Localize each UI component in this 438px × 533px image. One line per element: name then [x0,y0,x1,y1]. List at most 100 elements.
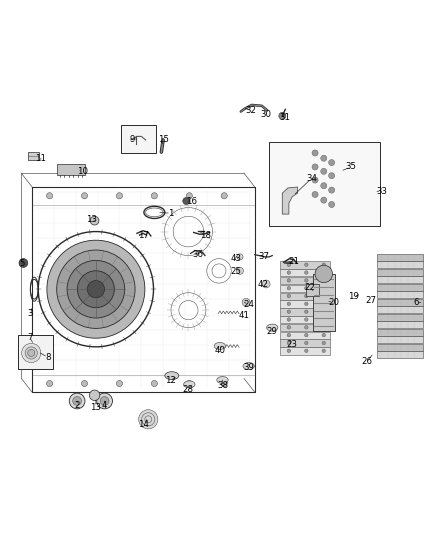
Bar [377,254,423,261]
FancyBboxPatch shape [121,125,156,154]
Circle shape [322,286,325,290]
Text: 28: 28 [182,385,193,394]
Text: 25: 25 [230,267,241,276]
Bar [377,351,423,358]
Circle shape [287,286,290,290]
Text: 26: 26 [361,357,372,366]
Circle shape [237,254,243,260]
Circle shape [312,191,318,198]
Circle shape [81,193,88,199]
Bar [377,261,423,269]
Bar [377,276,423,284]
Text: 6: 6 [413,298,419,307]
Bar [377,344,423,351]
Circle shape [322,271,325,274]
Text: 37: 37 [258,253,269,261]
Text: 9: 9 [130,134,135,143]
Text: 41: 41 [239,311,250,320]
FancyBboxPatch shape [269,142,380,227]
Text: 5: 5 [19,259,25,268]
Circle shape [304,271,308,274]
Bar [306,284,319,296]
Circle shape [97,393,113,409]
Text: 38: 38 [217,381,228,390]
Circle shape [328,201,335,207]
Text: 31: 31 [280,112,291,122]
Circle shape [186,193,192,199]
Circle shape [304,318,308,321]
Text: 8: 8 [45,353,51,362]
Circle shape [312,177,318,183]
Circle shape [87,280,105,298]
Circle shape [287,326,290,329]
Text: 21: 21 [289,257,300,266]
Circle shape [322,310,325,313]
Circle shape [151,381,157,386]
Text: 13: 13 [86,215,97,224]
Circle shape [304,310,308,313]
Circle shape [287,334,290,337]
Circle shape [287,349,290,352]
Text: 1: 1 [168,209,174,218]
Circle shape [28,350,35,357]
Bar [57,164,85,175]
Circle shape [287,302,290,305]
Circle shape [46,193,53,199]
Circle shape [304,286,308,290]
Text: 34: 34 [306,174,317,183]
Text: 29: 29 [267,327,278,336]
Bar [280,332,330,339]
Text: 40: 40 [214,346,226,355]
Text: 10: 10 [77,167,88,176]
Bar [377,314,423,321]
Bar [280,261,330,269]
Circle shape [142,413,155,426]
Circle shape [304,294,308,298]
Bar [377,329,423,336]
Circle shape [322,294,325,298]
Circle shape [322,349,325,352]
Circle shape [221,381,227,386]
Circle shape [262,280,270,288]
Circle shape [287,271,290,274]
Circle shape [328,159,335,166]
Circle shape [315,265,332,282]
Circle shape [81,381,88,386]
Text: 24: 24 [243,301,254,310]
Ellipse shape [217,376,228,384]
Circle shape [242,298,250,306]
Circle shape [57,250,135,328]
Circle shape [287,318,290,321]
Circle shape [304,279,308,282]
Circle shape [287,263,290,266]
Bar [280,269,330,277]
Text: 32: 32 [245,106,256,115]
Circle shape [312,150,318,156]
Circle shape [67,261,125,318]
Circle shape [321,155,327,161]
Circle shape [139,410,158,429]
Bar [280,285,330,292]
Bar [377,321,423,328]
Text: 15: 15 [158,134,169,143]
Text: 42: 42 [258,280,269,289]
Polygon shape [283,187,297,214]
Bar [377,299,423,306]
Circle shape [151,193,157,199]
Text: 30: 30 [261,110,272,119]
Bar [280,277,330,284]
Text: 13: 13 [90,402,101,411]
Circle shape [304,326,308,329]
Circle shape [89,390,100,400]
Circle shape [322,302,325,305]
Text: 12: 12 [165,376,176,385]
Text: 27: 27 [365,296,376,305]
Circle shape [322,279,325,282]
Circle shape [117,193,123,199]
Bar [377,291,423,298]
Circle shape [322,318,325,321]
Bar [313,274,335,330]
Circle shape [25,347,37,359]
Circle shape [287,294,290,298]
Bar [280,308,330,316]
